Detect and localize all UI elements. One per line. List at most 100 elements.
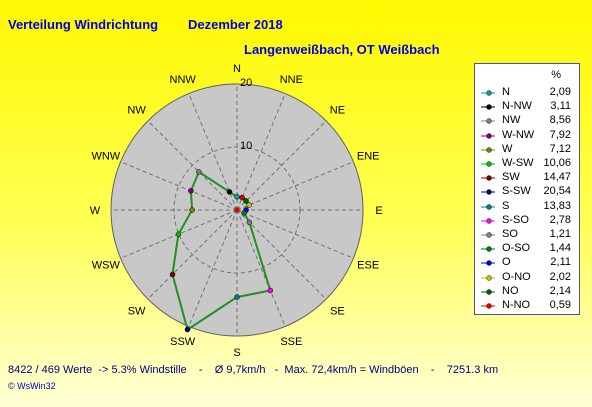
legend-label: NW bbox=[502, 114, 521, 127]
rose-spoke-nne bbox=[236, 93, 286, 211]
point-se bbox=[246, 219, 253, 226]
dir-label-sw: SW bbox=[128, 305, 146, 317]
legend-label: SW bbox=[502, 171, 520, 184]
legend-item: W-NW 7,92 bbox=[475, 129, 579, 143]
legend-label: O bbox=[502, 256, 511, 269]
legend-value: 2,02 bbox=[549, 270, 571, 283]
point-wnw bbox=[188, 188, 194, 194]
legend-unit: % bbox=[551, 69, 561, 81]
legend-label: S bbox=[502, 199, 510, 212]
dir-label-sse: SSE bbox=[280, 336, 302, 348]
point-wsw bbox=[175, 231, 182, 238]
rose-spoke-sse bbox=[236, 209, 286, 327]
wind-series bbox=[169, 169, 274, 333]
legend-value: 0,59 bbox=[549, 299, 571, 311]
legend-item: S-SW 20,54 bbox=[475, 185, 579, 199]
legend-value: 2,78 bbox=[549, 213, 571, 226]
dir-label-nnw: NNW bbox=[170, 74, 197, 86]
legend-value: 3,11 bbox=[550, 100, 571, 113]
point-nnw bbox=[226, 189, 233, 195]
legend-marker-icon bbox=[481, 232, 495, 238]
dir-label-n: N bbox=[233, 63, 241, 75]
legend-item: W 7,12 bbox=[475, 143, 579, 157]
dir-label-nne: NNE bbox=[280, 74, 303, 86]
station-name: Langenweißbach, OT Weißbach bbox=[244, 42, 440, 57]
legend-label: NO bbox=[502, 284, 519, 297]
legend-value: 10,06 bbox=[543, 157, 571, 169]
legend-marker-icon bbox=[481, 218, 495, 224]
legend-value: 13,83 bbox=[543, 199, 571, 212]
legend-marker-icon bbox=[481, 189, 495, 196]
dir-label-ne: NE bbox=[330, 105, 345, 117]
legend-item: SW 14,47 bbox=[475, 171, 579, 185]
legend-item: S 13,83 bbox=[475, 200, 579, 214]
legend-marker-icon bbox=[481, 147, 495, 153]
legend-item: S-SO 2,78 bbox=[475, 214, 579, 228]
legend-value: 7,92 bbox=[549, 128, 571, 141]
dir-label-e: E bbox=[375, 205, 382, 217]
legend-marker-icon bbox=[481, 132, 495, 139]
legend-value: 14,47 bbox=[543, 171, 571, 184]
legend-label: N-NO bbox=[502, 299, 531, 311]
point-ese bbox=[241, 210, 247, 216]
rose-spoke-wnw bbox=[120, 161, 238, 211]
legend-marker-icon bbox=[481, 161, 495, 167]
legend-value: 8,56 bbox=[549, 114, 571, 127]
legend-label: S-SO bbox=[502, 213, 529, 226]
rose-spoke-ssw bbox=[188, 209, 238, 327]
dir-label-nw: NW bbox=[127, 105, 146, 117]
legend-item: O-NO 2,02 bbox=[475, 271, 579, 285]
point-n bbox=[234, 194, 240, 200]
legend-marker-icon bbox=[481, 289, 495, 295]
legend-marker-icon bbox=[481, 274, 495, 281]
point-s bbox=[234, 294, 240, 300]
legend-label: O-NO bbox=[502, 270, 531, 283]
point-ne bbox=[243, 198, 249, 204]
legend-item: N-NW 3,11 bbox=[475, 100, 579, 114]
legend-marker-icon bbox=[481, 260, 495, 267]
legend-item: N-NO 0,59 bbox=[475, 299, 579, 313]
legend: % N 2,09 N-NW 3,11 NW 8,56 W-NW 7,92 W 7,12 W-SW 10… bbox=[474, 63, 580, 315]
legend-label: N-NW bbox=[502, 100, 532, 113]
legend-label: W-SW bbox=[502, 157, 534, 169]
center-marker bbox=[234, 207, 240, 213]
legend-marker-icon bbox=[481, 175, 495, 181]
legend-item: W-SW 10,06 bbox=[475, 157, 579, 171]
dir-label-wsw: WSW bbox=[92, 259, 121, 271]
rose-spoke-ese bbox=[236, 209, 354, 259]
legend-value: 7,12 bbox=[549, 142, 571, 155]
footer-brand: © WsWin32 bbox=[8, 381, 56, 391]
legend-item: NW 8,56 bbox=[475, 114, 579, 128]
point-ssw bbox=[184, 326, 191, 333]
legend-item: SO 1,21 bbox=[475, 228, 579, 242]
chart-title: Verteilung Windrichtung bbox=[8, 17, 159, 32]
dir-label-ene: ENE bbox=[357, 151, 380, 163]
legend-value: 2,09 bbox=[549, 86, 571, 98]
legend-marker-icon bbox=[481, 303, 495, 309]
dir-label-se: SE bbox=[330, 305, 345, 317]
rose-spoke-se bbox=[236, 209, 327, 300]
point-sw bbox=[169, 271, 176, 278]
legend-marker-icon bbox=[481, 246, 495, 252]
legend-value: 2,11 bbox=[550, 256, 571, 269]
direction-labels: N NNE NE ENE E ESE SE SSE S SSW SW WSW W WNW NW NNW bbox=[90, 63, 383, 359]
dir-label-s: S bbox=[233, 347, 240, 359]
legend-value: 20,54 bbox=[543, 185, 571, 198]
legend-marker-icon bbox=[481, 104, 495, 110]
legend-value: 1,44 bbox=[549, 242, 571, 255]
point-w bbox=[189, 207, 195, 213]
legend-marker-icon bbox=[481, 90, 495, 96]
dir-label-ese: ESE bbox=[357, 259, 379, 271]
legend-label: S-SW bbox=[502, 185, 531, 198]
rose-spoke-nw bbox=[147, 120, 238, 211]
point-nne bbox=[239, 194, 245, 201]
legend-label: W-NW bbox=[502, 128, 535, 141]
legend-label: O-SO bbox=[502, 242, 531, 255]
dir-label-wnw: WNW bbox=[91, 151, 120, 163]
point-nw bbox=[196, 169, 202, 175]
legend-label: W bbox=[502, 142, 513, 155]
radial-tick-labels: 10 20 bbox=[240, 77, 252, 152]
chart-month: Dezember 2018 bbox=[188, 17, 283, 32]
point-ene bbox=[246, 202, 253, 208]
